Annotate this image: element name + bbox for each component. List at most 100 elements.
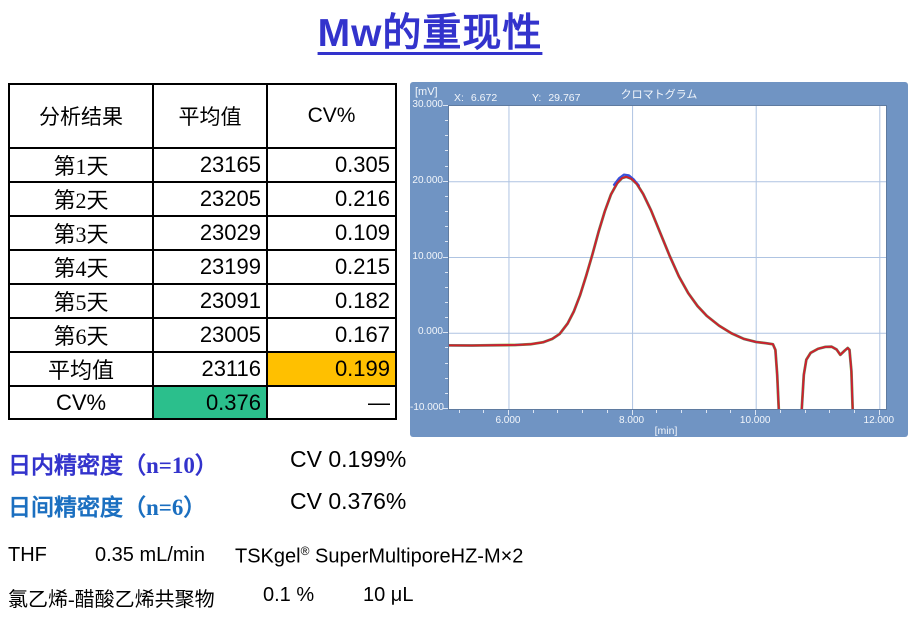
intraday-precision-label: 日内精密度（n=10） xyxy=(8,453,218,478)
x-minor-tick xyxy=(681,410,683,413)
results-table: 分析结果 平均值 CV% 第1天 23165 0.305 第2天 23205 0.216 第… xyxy=(8,83,397,420)
y-minor-tick xyxy=(445,286,448,288)
plot-area xyxy=(448,105,887,410)
page-title-wrap: Mw的重现性 xyxy=(0,2,860,58)
cv-value-cell: 0.167 xyxy=(266,317,397,353)
row-label-cell: 第3天 xyxy=(8,215,154,251)
column-name: TSKgel xyxy=(235,545,301,568)
y-unit-label: [mV] xyxy=(415,86,438,98)
y-axis-label: 30.000 xyxy=(412,99,443,110)
x-minor-tick xyxy=(582,410,584,413)
concentration-label: 0.1 % xyxy=(263,584,315,606)
cursor-x-readout: X: 6.672 xyxy=(454,92,497,104)
y-minor-tick xyxy=(445,301,448,303)
y-minor-tick xyxy=(445,392,448,394)
y-major-tick xyxy=(443,180,448,182)
mean-value-cell: 23091 xyxy=(152,283,268,319)
table-row: 第2天 23205 0.216 xyxy=(8,181,397,217)
interday-precision-value: CV 0.376% xyxy=(290,488,407,514)
chromatogram-title: クロマトグラム xyxy=(620,89,698,101)
table-row: CV% 0.376— xyxy=(8,385,397,420)
x-major-tick xyxy=(507,410,509,415)
cv-value-cell: — xyxy=(266,385,397,420)
interday-precision-line: 日间精密度（n=6） CV 0.376% xyxy=(8,488,406,522)
interday-precision-label: 日间精密度（n=6） xyxy=(8,495,207,520)
y-minor-tick xyxy=(445,362,448,364)
header-analysis-result: 分析结果 xyxy=(8,83,154,149)
row-label-cell: 第1天 xyxy=(8,147,154,183)
x-minor-tick xyxy=(730,410,732,413)
y-minor-tick xyxy=(445,120,448,122)
x-minor-tick xyxy=(656,410,658,413)
x-axis-label: 8.000 xyxy=(619,415,645,426)
y-major-tick xyxy=(443,332,448,334)
x-minor-tick xyxy=(705,410,707,413)
x-minor-tick xyxy=(532,410,534,413)
trace-red xyxy=(800,345,854,409)
solvent-label: THF xyxy=(8,544,47,566)
mean-value-cell: 0.376 xyxy=(152,385,268,420)
y-axis-label: -10.000 xyxy=(410,402,444,413)
mean-value-cell: 23116 xyxy=(152,351,268,387)
cursor-y-label: Y: xyxy=(532,92,542,104)
table-row: 平均值 23116 0.199 xyxy=(8,351,397,387)
table-header-row: 分析结果 平均值 CV% xyxy=(8,83,397,149)
table-row: 第6天 23005 0.167 xyxy=(8,317,397,353)
x-major-tick xyxy=(878,410,880,415)
y-major-tick xyxy=(443,408,448,409)
flow-rate-label: 0.35 mL/min xyxy=(95,544,206,566)
table-row: 第1天 23165 0.305 xyxy=(8,147,397,183)
y-minor-tick xyxy=(445,150,448,152)
x-minor-tick xyxy=(804,410,806,413)
row-label-cell: 第4天 xyxy=(8,249,154,285)
trace-green xyxy=(449,175,781,409)
x-minor-tick xyxy=(829,410,831,413)
y-minor-tick xyxy=(445,241,448,243)
mean-value-cell: 23199 xyxy=(152,249,268,285)
x-unit-label: [min] xyxy=(654,425,678,437)
cv-value-cell: 0.199 xyxy=(266,351,397,387)
y-minor-tick xyxy=(445,226,448,228)
sample-label: 氯乙烯-醋酸乙烯共聚物 xyxy=(8,589,215,611)
intraday-precision-line: 日内精密度（n=10） CV 0.199% xyxy=(8,446,406,480)
y-minor-tick xyxy=(445,165,448,167)
x-minor-tick xyxy=(458,410,460,413)
column-label: TSKgel® SuperMultiporeHZ-M×2 xyxy=(235,544,523,569)
header-mean: 平均值 xyxy=(152,83,268,149)
table-row: 第4天 23199 0.215 xyxy=(8,249,397,285)
x-axis-label: 10.000 xyxy=(739,415,771,426)
row-label-cell: 平均值 xyxy=(8,351,154,387)
y-axis-label: 10.000 xyxy=(412,250,443,262)
intraday-precision-value: CV 0.199% xyxy=(290,446,407,472)
x-minor-tick xyxy=(779,410,781,413)
x-axis-label: 6.000 xyxy=(495,415,521,426)
y-minor-tick xyxy=(445,135,448,137)
trace-blue-peak-cap xyxy=(612,173,640,187)
mean-value-cell: 23205 xyxy=(152,181,268,217)
x-minor-tick xyxy=(557,410,559,413)
registered-mark: ® xyxy=(300,544,310,558)
row-label-cell: 第6天 xyxy=(8,317,154,353)
mean-value-cell: 23029 xyxy=(152,215,268,251)
column-rest: SuperMultiporeHZ-M×2 xyxy=(309,545,524,568)
y-minor-tick xyxy=(445,347,448,349)
y-minor-tick xyxy=(445,317,448,319)
cv-value-cell: 0.182 xyxy=(266,283,397,319)
y-minor-tick xyxy=(445,271,448,273)
y-minor-tick xyxy=(445,377,448,379)
x-major-tick xyxy=(755,410,757,415)
cv-value-cell: 0.109 xyxy=(266,215,397,251)
header-cv: CV% xyxy=(266,83,397,149)
row-label-cell: CV% xyxy=(8,385,154,420)
cursor-y-readout: Y: 29.767 xyxy=(532,92,580,104)
x-minor-tick xyxy=(854,410,856,413)
x-major-tick xyxy=(631,410,633,415)
table-row: 第5天 23091 0.182 xyxy=(8,283,397,319)
cursor-x-label: X: xyxy=(454,92,464,104)
y-major-tick xyxy=(443,105,448,106)
chromatogram-panel: [mV] クロマトグラム X: 6.672 Y: 29.767 [min] 30.0… xyxy=(410,82,908,437)
x-minor-tick xyxy=(606,410,608,413)
cursor-y-value: 29.767 xyxy=(548,92,581,104)
cv-value-cell: 0.215 xyxy=(266,249,397,285)
